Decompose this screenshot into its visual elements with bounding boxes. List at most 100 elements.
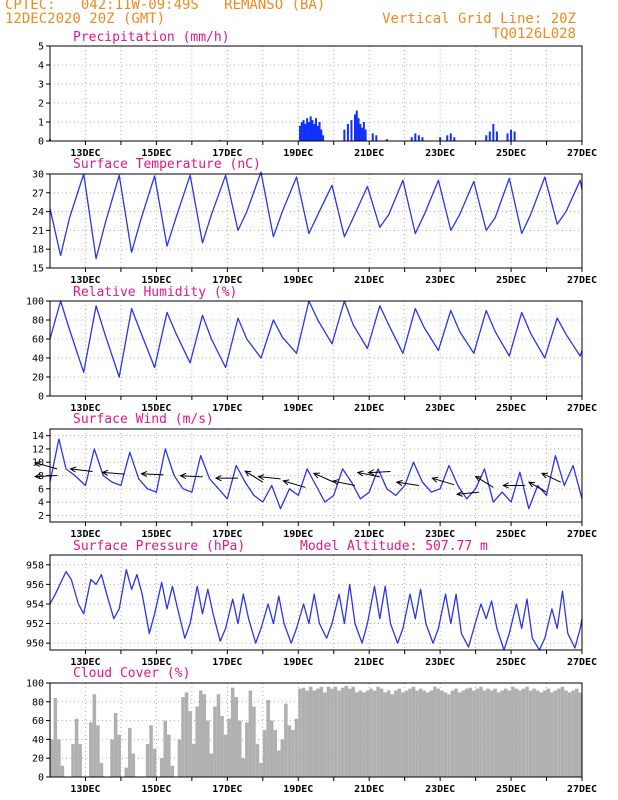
- y-tick-label: 0: [38, 773, 44, 784]
- precip-bar: [361, 127, 364, 141]
- x-tick-label: 25DEC: [496, 148, 526, 159]
- y-tick-label: 8: [38, 471, 44, 482]
- x-tick-label: 17DEC: [212, 148, 242, 159]
- pressure-title: Surface Pressure (hPa): [73, 539, 245, 554]
- wind-arrow-head: [367, 469, 375, 476]
- x-tick-label: 23DEC: [425, 657, 455, 668]
- x-tick-label: 19DEC: [283, 784, 313, 795]
- x-tick-label: 19DEC: [283, 657, 313, 668]
- x-tick-label: 13DEC: [70, 784, 100, 795]
- x-tick-label: 13DEC: [70, 403, 100, 414]
- cloud-bar: [213, 706, 217, 777]
- y-tick-label: 0: [38, 392, 44, 403]
- x-tick-label: 25DEC: [496, 403, 526, 414]
- wind-arrow-shaft: [357, 471, 380, 478]
- wind-arrow-head: [214, 475, 222, 482]
- cloud-bar: [376, 686, 380, 777]
- precip-bar: [439, 137, 442, 141]
- cloud-bar: [493, 688, 497, 777]
- cloud-bar: [546, 688, 551, 777]
- cloud-bar: [433, 686, 437, 777]
- cloud-cover-frame: [49, 682, 583, 778]
- cloud-bar: [301, 687, 306, 777]
- precip-bar: [359, 123, 362, 141]
- x-tick-label: 17DEC: [212, 275, 242, 286]
- x-tick-label: 21DEC: [354, 275, 384, 286]
- cloud-bar: [482, 690, 487, 777]
- temperature-title: Surface Temperature (nC): [73, 157, 261, 172]
- y-tick-label: 24: [32, 207, 44, 218]
- x-tick-label: 13DEC: [70, 275, 100, 286]
- cloud-bar: [425, 692, 430, 777]
- cloud-bar: [216, 694, 221, 777]
- cloud-bar: [535, 690, 540, 777]
- wind-arrow-head: [282, 479, 290, 486]
- precip-bar: [350, 120, 353, 141]
- x-tick-label: 17DEC: [212, 784, 242, 795]
- cloud-bar: [503, 688, 508, 777]
- x-tick-label: 27DEC: [567, 148, 597, 159]
- cloud-bar: [316, 688, 320, 777]
- cloud-bar: [92, 694, 97, 777]
- wind-arrow-shaft: [368, 471, 391, 474]
- cloud-bar: [429, 690, 434, 777]
- wind-line: [49, 438, 583, 510]
- cloud-bar: [340, 687, 345, 777]
- x-tick-label: 21DEC: [354, 148, 384, 159]
- wind-arrow-head: [474, 475, 482, 482]
- y-tick-label: 4: [38, 498, 44, 509]
- x-tick-label: 21DEC: [354, 529, 384, 540]
- precip-bar: [495, 131, 498, 141]
- cloud-bar: [475, 688, 480, 777]
- cloud-bar: [60, 765, 65, 777]
- cloud-bar: [472, 690, 476, 777]
- y-tick-label: 2: [38, 99, 44, 110]
- cloud-bar: [71, 744, 75, 777]
- cloud-bar: [369, 688, 373, 777]
- cloud-bar: [291, 730, 295, 777]
- wind-arrow-head: [312, 472, 320, 479]
- cloud-bar: [379, 688, 384, 777]
- cloud-bar: [440, 690, 444, 777]
- pressure-line: [49, 569, 583, 651]
- x-tick-label: 23DEC: [425, 403, 455, 414]
- cloud-bar: [454, 688, 458, 777]
- humidity-frame: [49, 300, 583, 397]
- panel-cloud-cover: Cloud Cover (%) 0 20 40 60 80 100 13DEC 15DEC 17D…: [26, 666, 597, 795]
- cloud-bar: [248, 690, 253, 777]
- y-tick-label: 20: [32, 754, 44, 765]
- precip-bar: [506, 133, 509, 141]
- cloud-bar: [255, 744, 260, 777]
- x-tick-label: 13DEC: [70, 529, 100, 540]
- y-tick-label: 60: [32, 716, 44, 727]
- x-tick-label: 27DEC: [567, 784, 597, 795]
- cloud-bar: [319, 686, 324, 777]
- y-tick-label: 40: [32, 735, 44, 746]
- cloud-bar: [220, 715, 224, 777]
- chart-header: CPTEC: 042:11W-09:49S REMANSO (BA) 12DEC…: [0, 0, 618, 50]
- y-tick-label: 27: [32, 188, 44, 199]
- y-tick-label: 80: [32, 316, 44, 327]
- x-tick-label: 19DEC: [283, 148, 313, 159]
- y-tick-label: 18: [32, 245, 44, 256]
- cloud-bar: [312, 690, 316, 777]
- cloud-bar: [564, 690, 568, 777]
- cloud-bar: [351, 686, 356, 777]
- wind-arrow-head: [502, 482, 509, 489]
- precip-bar: [453, 137, 456, 141]
- pressure-frame: [49, 554, 583, 651]
- cloud-bar: [532, 688, 536, 777]
- cloud-bar: [298, 688, 302, 777]
- y-tick-label: 14: [32, 431, 44, 442]
- cloud-bar: [386, 690, 391, 777]
- wind-arrow-shaft: [102, 471, 125, 475]
- cloud-bar: [401, 692, 405, 777]
- cloud-cover-title: Cloud Cover (%): [73, 666, 190, 681]
- cloud-bar: [358, 690, 363, 777]
- y-tick-label: 30: [32, 170, 44, 181]
- cloud-bar: [323, 692, 327, 777]
- precip-bar: [343, 129, 346, 141]
- x-tick-label: 23DEC: [425, 529, 455, 540]
- wind-arrow-shaft: [35, 475, 58, 478]
- precip-bar: [357, 118, 360, 141]
